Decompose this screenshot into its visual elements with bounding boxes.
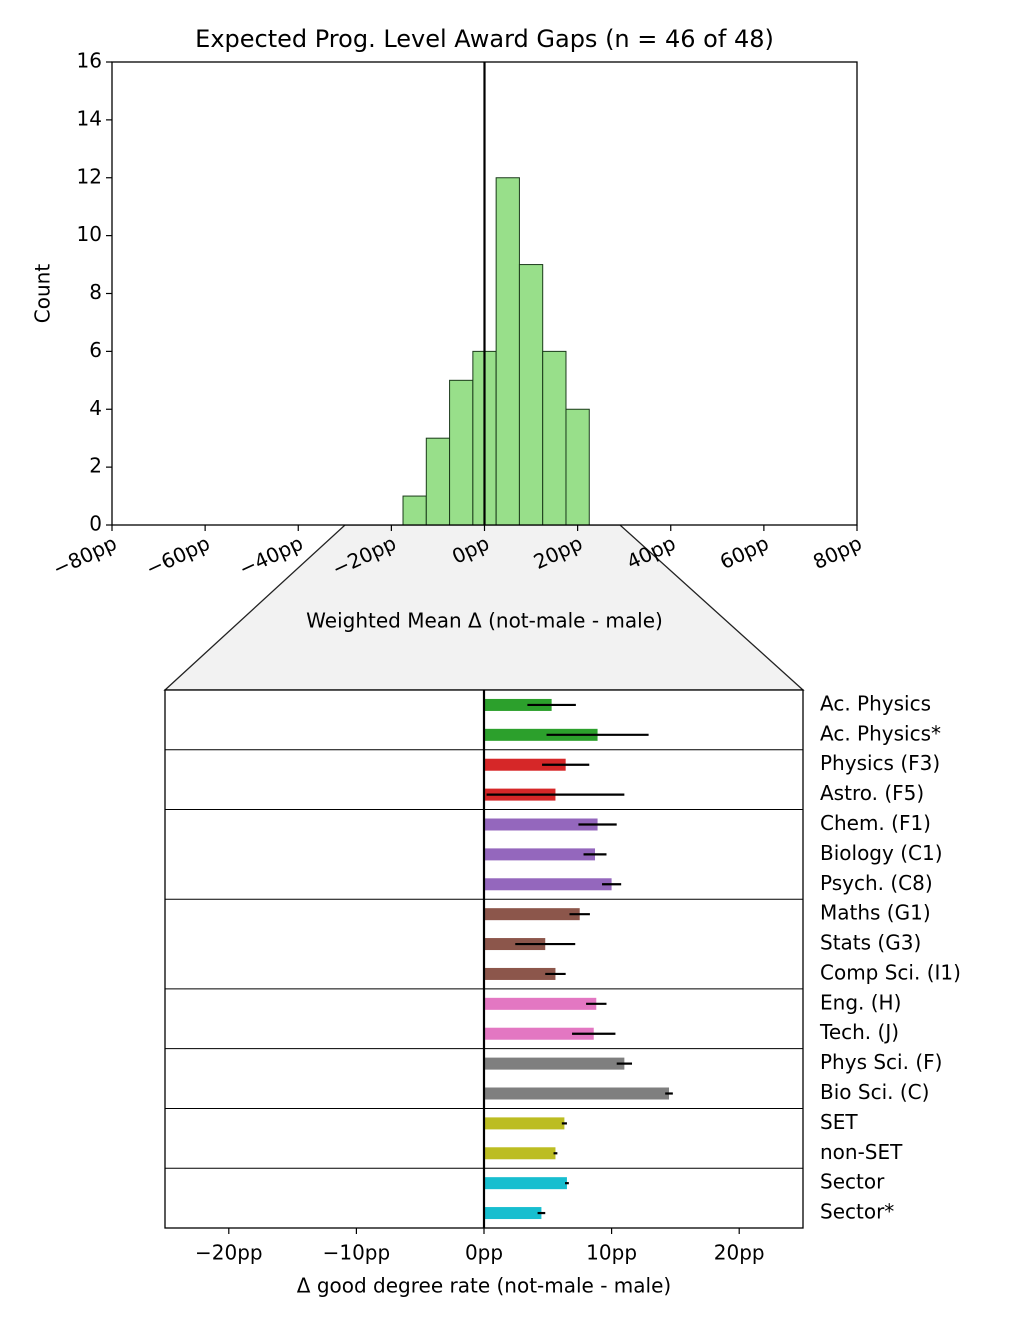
- bar: [484, 698, 552, 711]
- category-label: Ac. Physics*: [820, 721, 941, 745]
- histogram-bar: [565, 408, 590, 526]
- category-label: Biology (C1): [820, 841, 943, 865]
- bar: [484, 967, 556, 980]
- bar: [484, 1177, 567, 1190]
- x-tick-label: 80pp: [809, 531, 865, 574]
- bar: [484, 908, 580, 921]
- bar: [484, 728, 598, 741]
- x-tick-label: −80pp: [49, 531, 120, 581]
- category-label: Stats (G3): [820, 931, 921, 955]
- category-label: Bio Sci. (C): [820, 1080, 929, 1104]
- category-label: Psych. (C8): [820, 871, 933, 895]
- x-axis-label: Weighted Mean Δ (not-male - male): [306, 609, 663, 633]
- y-tick-label: 2: [89, 454, 102, 478]
- x-tick-label: 10pp: [586, 1241, 637, 1265]
- bar: [484, 1147, 556, 1160]
- bar: [484, 878, 612, 891]
- chart-title: Expected Prog. Level Award Gaps (n = 46 …: [195, 25, 774, 53]
- bar: [484, 1057, 625, 1070]
- category-label: Physics (F3): [820, 751, 940, 775]
- histogram-bar: [495, 177, 520, 526]
- bar: [484, 758, 566, 771]
- category-label: Chem. (F1): [820, 811, 931, 835]
- y-axis-label: Count: [31, 264, 55, 324]
- x-tick-label: −10pp: [323, 1241, 391, 1265]
- x-tick-label: 20pp: [714, 1241, 765, 1265]
- histogram-bar: [402, 495, 427, 526]
- y-tick-label: 0: [89, 512, 102, 536]
- category-label: Astro. (F5): [820, 781, 924, 805]
- category-label: Comp Sci. (I1): [820, 960, 961, 984]
- histogram-bar: [518, 264, 544, 526]
- category-label: Maths (G1): [820, 901, 931, 925]
- y-tick-label: 12: [77, 164, 102, 188]
- y-tick-label: 16: [77, 49, 102, 73]
- x-tick-label: 60pp: [716, 531, 772, 574]
- category-label: Sector*: [820, 1200, 894, 1224]
- x-tick-label: 0pp: [465, 1241, 503, 1265]
- category-label: SET: [820, 1110, 858, 1134]
- bar: [484, 938, 546, 951]
- x-axis-label: Δ good degree rate (not-male - male): [297, 1274, 671, 1298]
- bar: [484, 997, 597, 1010]
- histogram-bar: [425, 437, 451, 526]
- bar: [484, 818, 598, 831]
- x-tick-label: −60pp: [142, 531, 213, 581]
- category-label: non-SET: [820, 1140, 903, 1164]
- category-label: Ac. Physics: [820, 691, 931, 715]
- x-tick-label: −20pp: [195, 1241, 263, 1265]
- category-label: Tech. (J): [819, 1020, 899, 1044]
- y-tick-label: 10: [77, 222, 102, 246]
- category-label: Eng. (H): [820, 990, 901, 1014]
- bar: [484, 1027, 594, 1040]
- category-label: Sector: [820, 1170, 885, 1194]
- category-label: Phys Sci. (F): [820, 1050, 942, 1074]
- bar: [484, 1117, 565, 1130]
- y-tick-label: 14: [77, 106, 102, 130]
- bar: [484, 1087, 670, 1100]
- histogram-bar: [542, 350, 567, 526]
- y-tick-label: 4: [89, 396, 102, 420]
- bar: [484, 1207, 542, 1220]
- y-tick-label: 6: [89, 338, 102, 362]
- bar: [484, 848, 596, 861]
- histogram-bar: [449, 379, 474, 526]
- y-tick-label: 8: [89, 280, 102, 304]
